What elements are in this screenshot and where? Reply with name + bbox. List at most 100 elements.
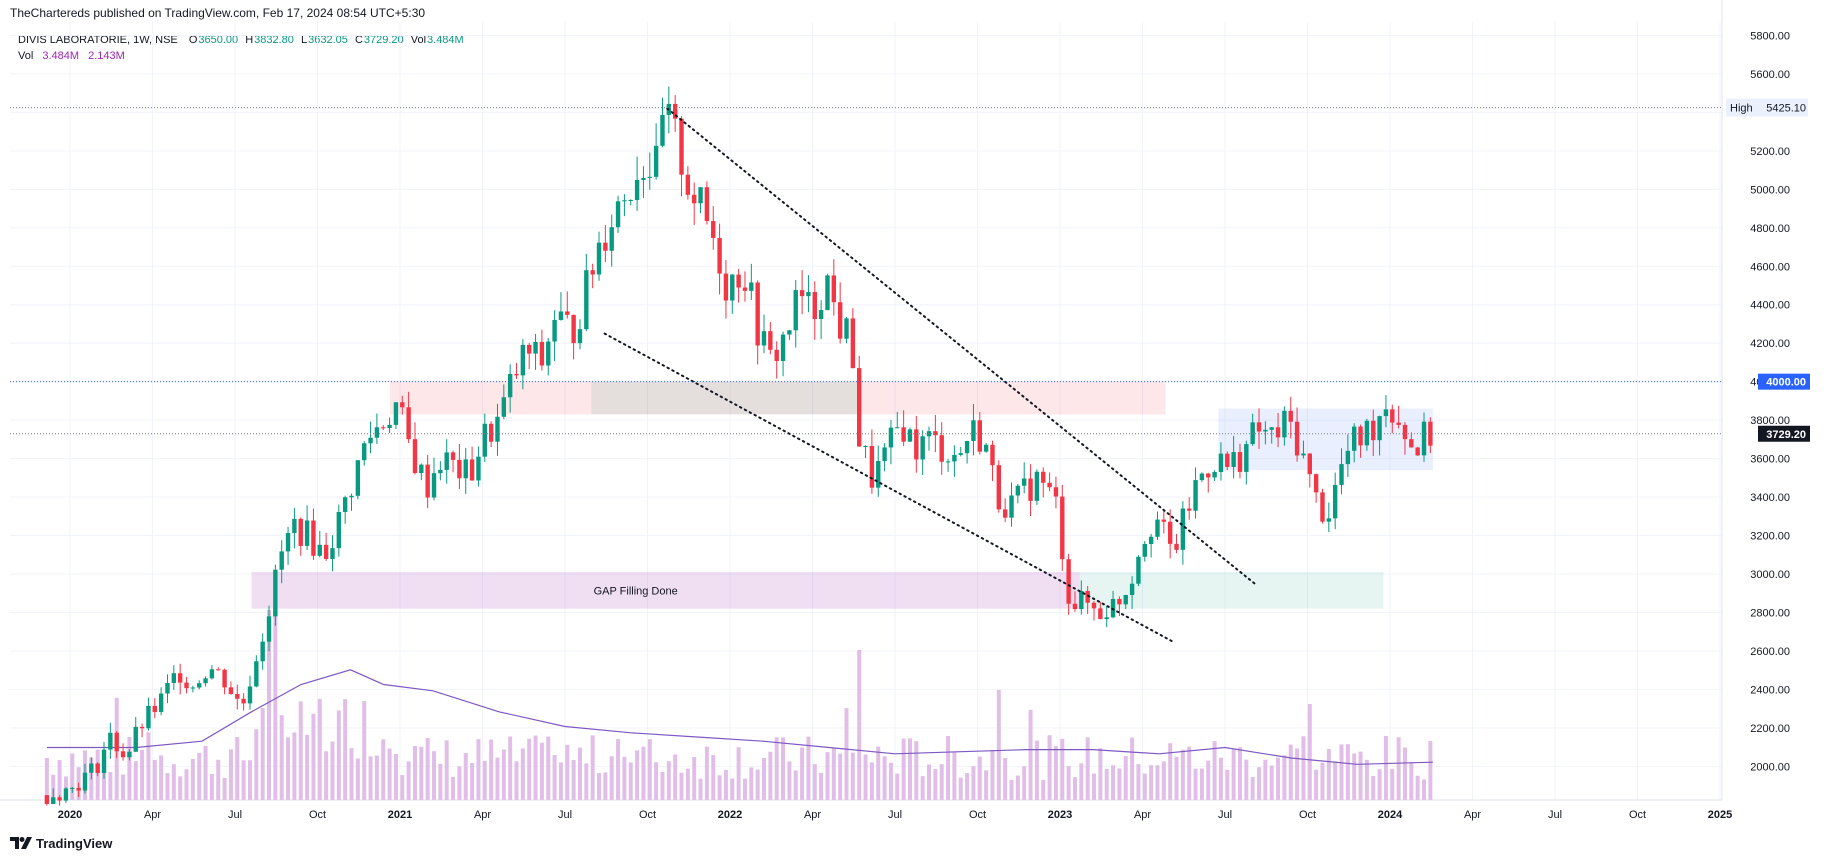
candle-body	[507, 373, 513, 398]
candle-body	[1345, 450, 1351, 465]
volume-bar	[698, 778, 703, 800]
volume-bar	[292, 732, 297, 800]
candle-body	[584, 270, 589, 330]
volume-bar	[1085, 737, 1090, 800]
volume-bar	[184, 769, 189, 800]
volume-bar	[831, 748, 836, 800]
volume-row-label[interactable]: Vol	[18, 50, 34, 62]
time-tick-label: 2023	[1048, 809, 1072, 821]
symbol-legend: DIVIS LABORATORIE, 1W, NSE O3650.00 H383…	[18, 34, 464, 46]
candle-body	[514, 373, 519, 376]
volume-bar	[673, 754, 678, 800]
candle-body	[1091, 602, 1097, 609]
candle-body	[247, 686, 253, 704]
candle-body	[869, 445, 875, 488]
volume-bar	[140, 749, 145, 800]
candle-body	[330, 548, 335, 559]
candle-body	[1409, 439, 1414, 448]
candle-body	[355, 460, 361, 496]
candle-body	[393, 402, 399, 425]
volume-bar	[774, 737, 779, 800]
volume-bar	[641, 746, 646, 800]
volume-bar	[260, 707, 265, 800]
candle-body	[742, 287, 748, 291]
volume-bar	[317, 698, 322, 800]
volume-bar	[1130, 737, 1135, 800]
candle-body	[717, 237, 722, 274]
candle-body	[419, 464, 424, 474]
candle-body	[165, 683, 170, 694]
volume-bar	[958, 777, 963, 800]
candle-body	[76, 787, 81, 791]
volume-bar	[609, 756, 614, 800]
candle-body	[57, 797, 62, 801]
candle-body	[1250, 422, 1255, 445]
resistance-zone	[390, 381, 1166, 415]
symbol-name[interactable]: DIVIS LABORATORIE, 1W, NSE	[18, 34, 178, 46]
candle-body	[374, 427, 380, 438]
candle-body	[749, 282, 754, 291]
tradingview-brand[interactable]: TradingView	[10, 836, 112, 852]
candle-body	[368, 437, 373, 444]
candle-body	[1041, 471, 1046, 483]
volume-bar	[996, 690, 1001, 800]
volume-bar	[977, 756, 982, 800]
candle-body	[51, 797, 56, 804]
volume-bar	[946, 736, 951, 800]
volume-bar	[1269, 765, 1274, 800]
close-label: C	[354, 34, 363, 46]
candle-body	[571, 314, 576, 344]
volume-bar	[1352, 753, 1357, 800]
last-price-badge	[1758, 425, 1810, 442]
close-value: 3729.20	[363, 34, 404, 46]
price-tick-label: 3000.00	[1750, 569, 1790, 581]
volume-bar	[1104, 768, 1109, 800]
volume-bar	[552, 755, 557, 800]
candle-body	[768, 331, 773, 350]
candle-body	[895, 427, 900, 429]
candle-body	[596, 242, 602, 275]
volume-bar	[1244, 759, 1249, 800]
volume-bar	[622, 756, 627, 800]
volume-bar	[159, 755, 164, 800]
volume-ma-line	[46, 669, 1433, 765]
candle-body	[812, 292, 817, 320]
volume-bar	[1358, 751, 1363, 800]
candle-body	[901, 427, 906, 442]
candle-body	[1009, 495, 1014, 518]
candle-body	[1180, 508, 1186, 550]
candle-body	[907, 429, 913, 442]
candle-body	[672, 103, 678, 119]
candle-body	[44, 795, 50, 804]
time-tick-label: Oct	[639, 809, 656, 821]
volume-bar	[1231, 748, 1236, 800]
candle-body	[400, 402, 405, 408]
volume-bar	[654, 762, 659, 800]
volume-bar	[952, 752, 957, 800]
candle-body	[266, 616, 272, 642]
volume-bar	[171, 764, 176, 800]
volume-bar	[247, 760, 252, 800]
candle-body	[114, 732, 119, 752]
volume-bar	[907, 738, 912, 800]
volume-bar	[1371, 775, 1376, 800]
volume-bar	[1034, 740, 1039, 800]
candle-body	[628, 199, 633, 201]
candle-body	[698, 187, 703, 204]
volume-bar	[1314, 769, 1319, 800]
volume-bar	[990, 750, 995, 800]
candle-body	[1155, 519, 1160, 537]
volume-bar	[1333, 761, 1338, 800]
candle-body	[177, 673, 183, 683]
time-tick-label: Apr	[1134, 809, 1151, 821]
candle-body	[799, 290, 805, 297]
volume-bar	[1066, 766, 1071, 800]
candle-body	[254, 661, 259, 687]
volume-bar	[254, 729, 259, 800]
candle-body	[793, 290, 798, 331]
candle-body	[133, 726, 138, 752]
candle-body	[704, 187, 710, 222]
volume-bar	[679, 772, 684, 800]
volume-bar	[647, 739, 652, 800]
